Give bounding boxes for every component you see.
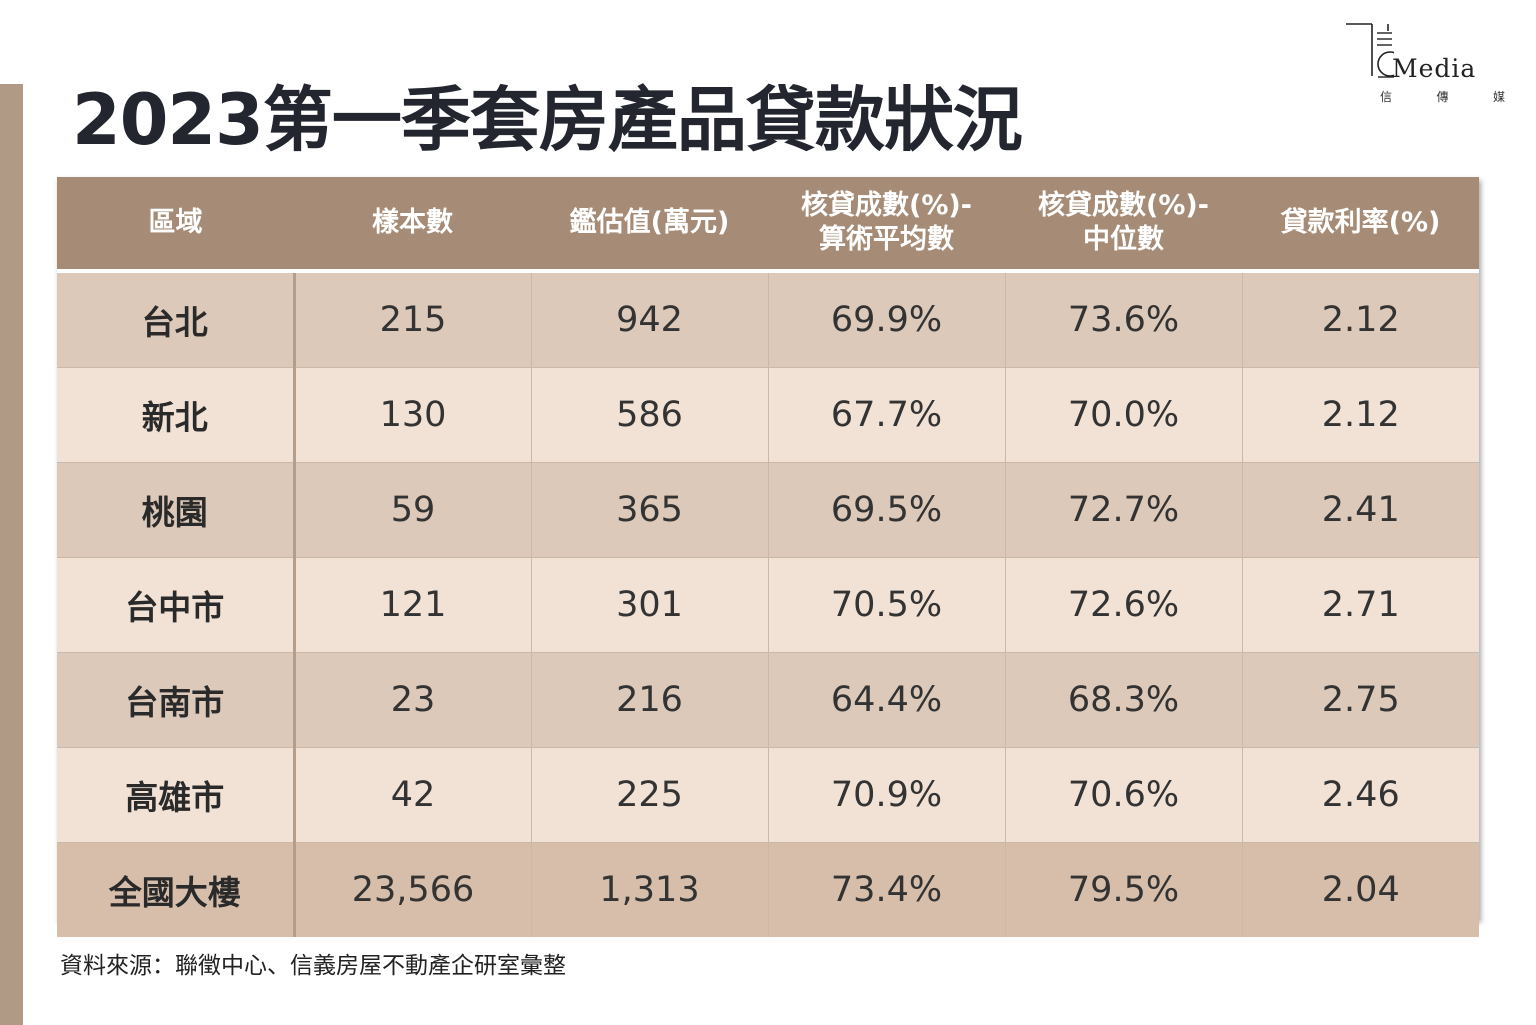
table-row: 台中市 121 301 70.5% 72.6% 2.71 bbox=[57, 557, 1479, 653]
table-body: 台北 215 942 69.9% 73.6% 2.12 新北 130 586 67.7% 70.0%… bbox=[57, 271, 1479, 937]
region-cell: 新北 bbox=[57, 367, 296, 463]
logo-chinese: 信 傳 媒 bbox=[1380, 88, 1505, 105]
table-row: 全國大樓 23,566 1,313 73.4% 79.5% 2.04 bbox=[57, 842, 1479, 937]
region-cell: 台北 bbox=[57, 271, 296, 368]
loan-table-container: 區域 樣本數 鑑估值(萬元) 核貸成數(%)- 算術平均數 核貸成數(%)- 中… bbox=[57, 177, 1479, 937]
page-title: 2023第一季套房產品貸款狀況 bbox=[72, 79, 1023, 161]
table-row: 台北 215 942 69.9% 73.6% 2.12 bbox=[57, 271, 1479, 368]
region-cell: 台中市 bbox=[57, 557, 296, 653]
loan-ratio-mean-cell: 64.4% bbox=[768, 652, 1006, 748]
sample-count-cell: 23,566 bbox=[294, 842, 532, 937]
region-cell: 桃園 bbox=[57, 462, 296, 558]
loan-ratio-mean-cell: 70.5% bbox=[768, 557, 1006, 653]
logo-mark-icon bbox=[1346, 23, 1394, 78]
table-row: 新北 130 586 67.7% 70.0% 2.12 bbox=[57, 367, 1479, 463]
appraisal-value-cell: 216 bbox=[531, 652, 769, 748]
logo-char: 傳 bbox=[1436, 90, 1449, 104]
interest-rate-cell: 2.12 bbox=[1242, 367, 1479, 463]
loan-ratio-median-cell: 70.0% bbox=[1005, 367, 1243, 463]
appraisal-value-cell: 225 bbox=[531, 747, 769, 843]
region-cell: 台南市 bbox=[57, 652, 296, 748]
appraisal-value-cell: 301 bbox=[531, 557, 769, 653]
sample-count-cell: 215 bbox=[294, 271, 532, 368]
interest-rate-cell: 2.12 bbox=[1242, 271, 1479, 368]
table-row: 高雄市 42 225 70.9% 70.6% 2.46 bbox=[57, 747, 1479, 843]
interest-rate-cell: 2.46 bbox=[1242, 747, 1479, 843]
table-row: 桃園 59 365 69.5% 72.7% 2.41 bbox=[57, 462, 1479, 558]
loan-ratio-median-cell: 68.3% bbox=[1005, 652, 1243, 748]
loan-ratio-mean-cell: 69.5% bbox=[768, 462, 1006, 558]
appraisal-value-cell: 365 bbox=[531, 462, 769, 558]
sample-count-cell: 42 bbox=[294, 747, 532, 843]
column-header-loan-ratio-median: 核貸成數(%)- 中位數 bbox=[1005, 177, 1242, 273]
loan-ratio-mean-cell: 67.7% bbox=[768, 367, 1006, 463]
sample-count-cell: 23 bbox=[294, 652, 532, 748]
interest-rate-cell: 2.75 bbox=[1242, 652, 1479, 748]
loan-ratio-mean-cell: 69.9% bbox=[768, 271, 1006, 368]
loan-ratio-mean-cell: 73.4% bbox=[768, 842, 1006, 937]
side-accent-bar bbox=[0, 84, 23, 1025]
column-header-loan-ratio-mean: 核貸成數(%)- 算術平均數 bbox=[768, 177, 1005, 273]
appraisal-value-cell: 586 bbox=[531, 367, 769, 463]
column-header-sample-count: 樣本數 bbox=[294, 177, 531, 273]
column-header-interest-rate: 貸款利率(%) bbox=[1242, 177, 1479, 273]
logo-wordmark: Media bbox=[1392, 54, 1477, 83]
sample-count-cell: 130 bbox=[294, 367, 532, 463]
loan-ratio-median-cell: 72.7% bbox=[1005, 462, 1243, 558]
table-header-row: 區域 樣本數 鑑估值(萬元) 核貸成數(%)- 算術平均數 核貸成數(%)- 中… bbox=[57, 177, 1479, 273]
interest-rate-cell: 2.04 bbox=[1242, 842, 1479, 937]
interest-rate-cell: 2.41 bbox=[1242, 462, 1479, 558]
region-cell: 全國大樓 bbox=[57, 842, 296, 937]
logo-char: 媒 bbox=[1492, 90, 1505, 104]
loan-ratio-median-cell: 72.6% bbox=[1005, 557, 1243, 653]
loan-table: 區域 樣本數 鑑估值(萬元) 核貸成數(%)- 算術平均數 核貸成數(%)- 中… bbox=[57, 177, 1479, 937]
sample-count-cell: 121 bbox=[294, 557, 532, 653]
appraisal-value-cell: 942 bbox=[531, 271, 769, 368]
interest-rate-cell: 2.71 bbox=[1242, 557, 1479, 653]
source-note: 資料來源：聯徵中心、信義房屋不動產企研室彙整 bbox=[60, 953, 566, 979]
column-header-region: 區域 bbox=[57, 177, 294, 273]
appraisal-value-cell: 1,313 bbox=[531, 842, 769, 937]
loan-ratio-median-cell: 73.6% bbox=[1005, 271, 1243, 368]
loan-ratio-median-cell: 79.5% bbox=[1005, 842, 1243, 937]
sample-count-cell: 59 bbox=[294, 462, 532, 558]
logo-char: 信 bbox=[1380, 90, 1393, 104]
loan-ratio-median-cell: 70.6% bbox=[1005, 747, 1243, 843]
table-row: 台南市 23 216 64.4% 68.3% 2.75 bbox=[57, 652, 1479, 748]
column-header-appraisal-value: 鑑估值(萬元) bbox=[531, 177, 768, 273]
media-logo: Media 信 傳 媒 bbox=[1344, 18, 1509, 108]
loan-ratio-mean-cell: 70.9% bbox=[768, 747, 1006, 843]
region-cell: 高雄市 bbox=[57, 747, 296, 843]
